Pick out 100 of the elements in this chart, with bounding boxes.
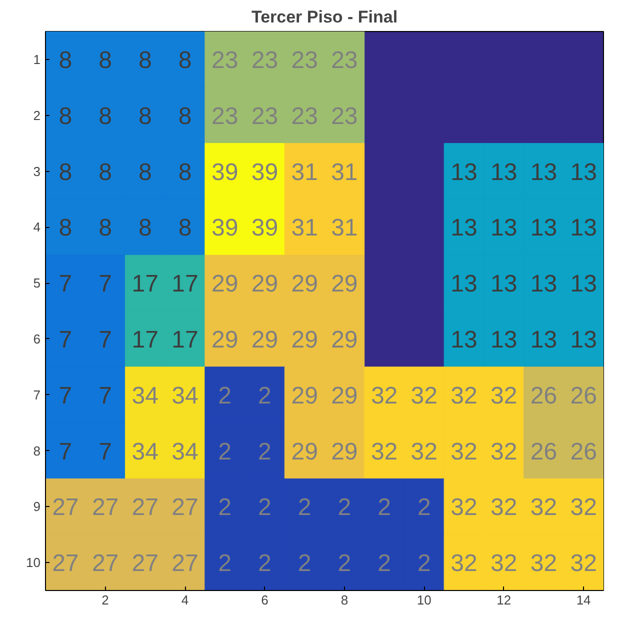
data-label: 13 bbox=[570, 326, 597, 354]
data-label: 13 bbox=[450, 214, 478, 242]
data-label: 17 bbox=[172, 270, 198, 298]
data-label: 23 bbox=[251, 46, 278, 74]
data-label: 8 bbox=[98, 46, 112, 74]
data-label: 29 bbox=[251, 326, 278, 354]
chart-title: Tercer Piso - Final bbox=[251, 8, 398, 26]
data-label: 32 bbox=[370, 438, 398, 466]
data-label: 7 bbox=[98, 326, 112, 354]
data-label: 27 bbox=[52, 550, 79, 578]
y-tick-label: 4 bbox=[33, 220, 41, 235]
data-label: 23 bbox=[291, 46, 318, 74]
data-label: 13 bbox=[570, 270, 597, 298]
data-label: 2 bbox=[258, 382, 272, 410]
data-label: 8 bbox=[98, 158, 112, 186]
data-label: 32 bbox=[570, 550, 597, 578]
data-label: 39 bbox=[212, 158, 238, 186]
data-label: 13 bbox=[450, 158, 478, 186]
data-label: 31 bbox=[291, 158, 318, 186]
data-label: 2 bbox=[298, 550, 312, 578]
y-tick-label: 9 bbox=[33, 499, 41, 514]
data-label: 26 bbox=[530, 438, 558, 466]
data-label: 7 bbox=[58, 326, 72, 354]
data-label: 29 bbox=[331, 326, 358, 354]
data-label: 2 bbox=[338, 494, 352, 522]
data-label: 8 bbox=[98, 214, 112, 242]
data-label: 32 bbox=[410, 382, 438, 410]
data-label: 13 bbox=[530, 270, 558, 298]
data-label: 2 bbox=[338, 550, 352, 578]
data-label: 23 bbox=[251, 102, 278, 130]
data-label: 8 bbox=[178, 46, 192, 74]
data-label: 8 bbox=[138, 158, 152, 186]
data-label: 13 bbox=[570, 158, 597, 186]
data-label: 8 bbox=[138, 102, 152, 130]
data-label: 26 bbox=[570, 438, 597, 466]
data-label: 13 bbox=[450, 270, 478, 298]
data-label: 2 bbox=[258, 550, 272, 578]
data-label: 34 bbox=[132, 382, 158, 410]
data-label: 2 bbox=[218, 494, 232, 522]
data-label: 32 bbox=[410, 438, 438, 466]
data-label: 17 bbox=[172, 326, 198, 354]
data-label: 32 bbox=[530, 494, 558, 522]
data-label: 2 bbox=[378, 550, 391, 578]
data-label: 27 bbox=[172, 494, 198, 522]
data-label: 17 bbox=[132, 270, 158, 298]
data-label: 17 bbox=[132, 326, 158, 354]
data-label: 29 bbox=[331, 438, 358, 466]
data-label: 8 bbox=[138, 46, 152, 74]
data-label: 2 bbox=[218, 382, 232, 410]
data-label: 13 bbox=[530, 158, 558, 186]
data-label: 29 bbox=[291, 382, 318, 410]
y-tick-label: 5 bbox=[33, 276, 41, 291]
y-tick-label: 6 bbox=[33, 331, 41, 346]
data-label: 29 bbox=[331, 382, 358, 410]
data-label: 27 bbox=[92, 550, 119, 578]
data-label: 13 bbox=[490, 214, 518, 242]
data-label: 27 bbox=[52, 494, 79, 522]
data-label: 32 bbox=[450, 382, 478, 410]
data-label: 2 bbox=[258, 438, 272, 466]
x-tick-label: 10 bbox=[416, 592, 432, 608]
x-tick-label: 14 bbox=[576, 592, 591, 608]
data-label: 27 bbox=[132, 550, 158, 578]
data-label: 32 bbox=[490, 382, 518, 410]
data-label: 8 bbox=[178, 214, 192, 242]
data-label: 8 bbox=[178, 102, 192, 130]
data-label: 8 bbox=[58, 102, 72, 130]
data-label: 13 bbox=[530, 214, 558, 242]
data-label: 2 bbox=[218, 550, 232, 578]
x-tick-label: 8 bbox=[340, 592, 348, 608]
data-label: 32 bbox=[530, 550, 558, 578]
data-label: 32 bbox=[450, 494, 478, 522]
x-tick-label: 2 bbox=[102, 592, 109, 608]
data-label: 32 bbox=[450, 438, 478, 466]
y-tick-label: 10 bbox=[26, 555, 41, 570]
data-label: 34 bbox=[132, 438, 158, 466]
data-label: 2 bbox=[378, 494, 391, 522]
data-label: 8 bbox=[98, 102, 112, 130]
data-label: 32 bbox=[490, 550, 518, 578]
data-label: 29 bbox=[331, 270, 358, 298]
y-tick-label: 2 bbox=[33, 108, 41, 123]
data-label: 8 bbox=[178, 158, 192, 186]
data-label: 27 bbox=[92, 494, 119, 522]
data-label: 7 bbox=[98, 438, 112, 466]
data-label: 29 bbox=[291, 438, 318, 466]
data-label: 32 bbox=[490, 494, 518, 522]
data-label: 26 bbox=[530, 382, 558, 410]
data-label: 2 bbox=[298, 494, 312, 522]
data-label: 2 bbox=[417, 550, 431, 578]
data-label: 39 bbox=[212, 214, 238, 242]
data-label: 34 bbox=[172, 382, 198, 410]
data-label: 32 bbox=[490, 438, 518, 466]
data-label: 27 bbox=[172, 550, 198, 578]
data-label: 27 bbox=[132, 494, 158, 522]
data-label: 13 bbox=[490, 158, 518, 186]
data-label: 23 bbox=[291, 102, 318, 130]
x-tick-label: 4 bbox=[181, 592, 189, 608]
data-label: 13 bbox=[450, 326, 478, 354]
data-label: 29 bbox=[212, 270, 238, 298]
y-tick-label: 8 bbox=[33, 443, 41, 458]
data-label: 32 bbox=[370, 382, 398, 410]
